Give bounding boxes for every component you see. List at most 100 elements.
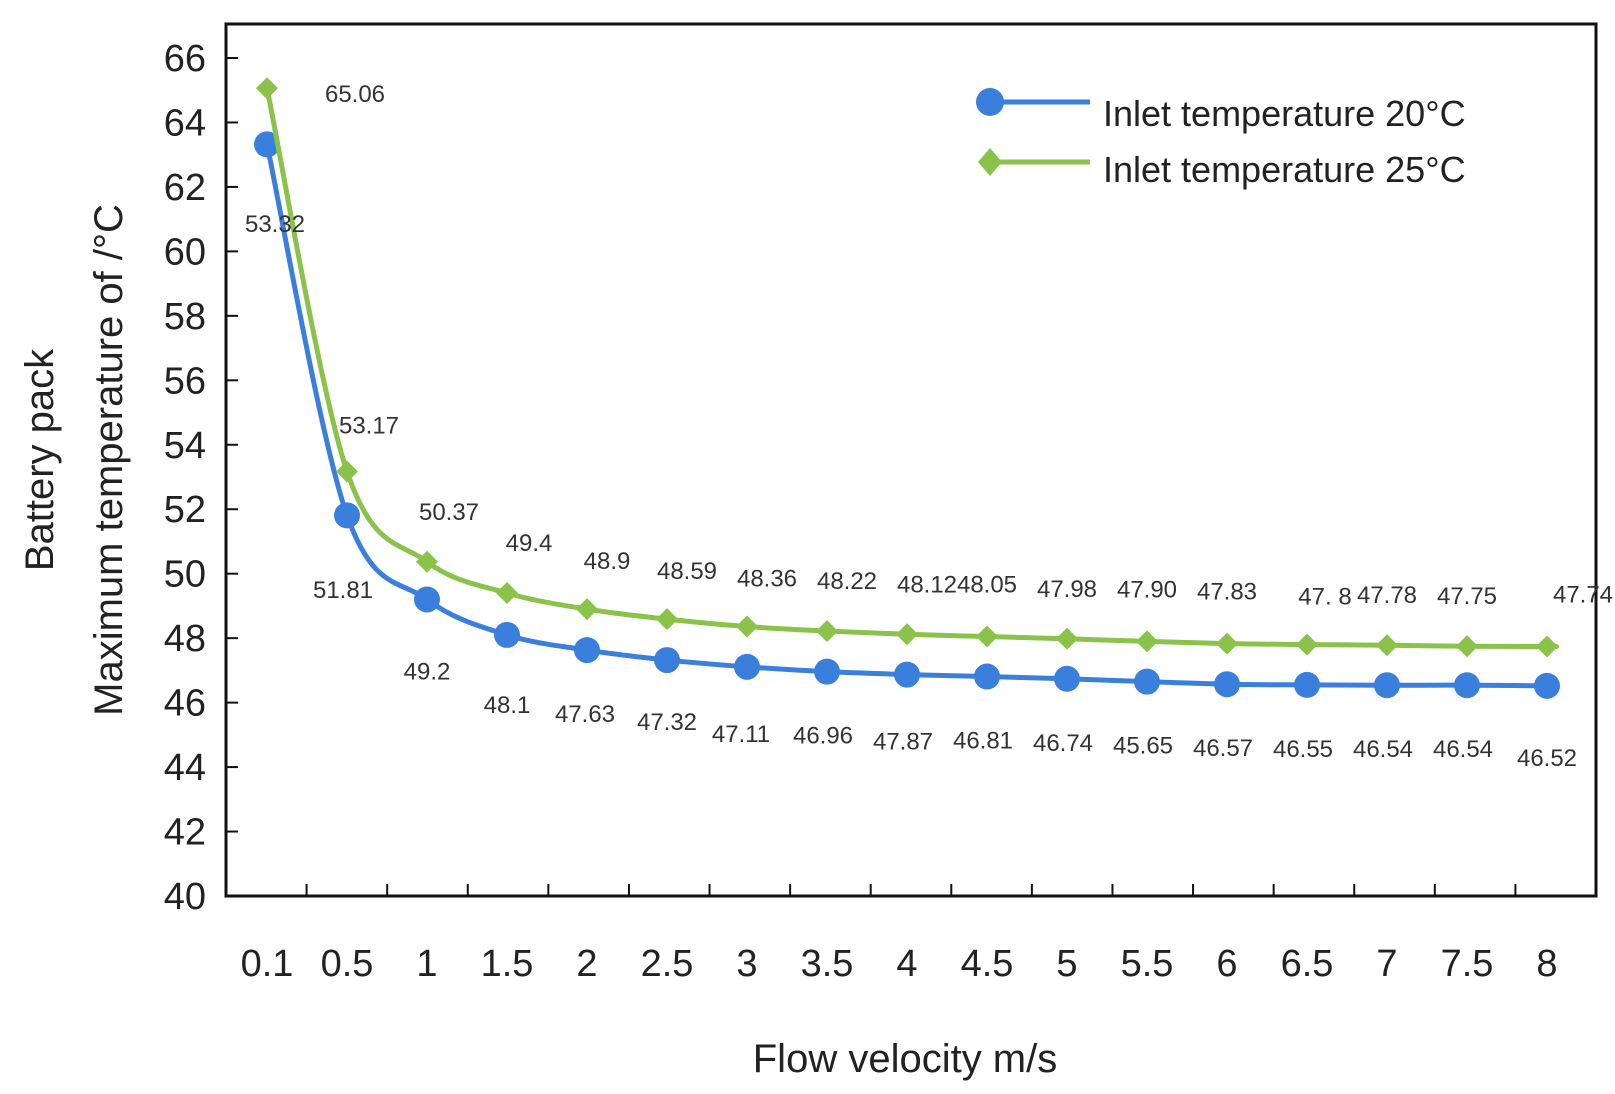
data-point-25c xyxy=(336,460,358,483)
data-point-25c xyxy=(256,77,278,100)
data-label: 46.52 xyxy=(1517,745,1577,772)
data-point-25c xyxy=(1456,635,1478,658)
data-label: 49.4 xyxy=(506,530,553,557)
y-tick-label: 60 xyxy=(164,231,206,273)
data-label: 47.90 xyxy=(1117,576,1177,603)
data-point-25c xyxy=(1296,633,1318,656)
x-tick-label: 2.5 xyxy=(641,943,694,985)
data-label: 45.65 xyxy=(1113,733,1173,760)
y-axis-title-line1: Battery pack xyxy=(18,348,62,571)
data-label: 46.54 xyxy=(1433,736,1493,763)
data-label: 46.55 xyxy=(1273,736,1333,763)
legend-marker-25c xyxy=(978,148,1002,176)
data-point-25c xyxy=(976,625,998,648)
data-label: 47.78 xyxy=(1357,582,1417,609)
data-point-25c xyxy=(1216,632,1238,655)
data-label: 48.12 xyxy=(897,571,957,598)
data-point-20c xyxy=(974,663,1000,690)
x-tick-label: 7.5 xyxy=(1441,943,1494,985)
y-tick-label: 56 xyxy=(164,360,206,402)
legend-marker-20c xyxy=(976,88,1004,116)
data-labels-layer: 53.32 51.81 49.2 48.1 47.63 47.32 47.11 46.96 47… xyxy=(245,81,1613,772)
data-label: 47.75 xyxy=(1437,583,1497,610)
x-axis-title: Flow velocity m/s xyxy=(753,1037,1058,1081)
data-label: 50.37 xyxy=(419,499,479,526)
data-label: 65.06 xyxy=(325,81,385,108)
x-tick-label: 3 xyxy=(736,943,757,985)
data-label: 48.36 xyxy=(737,566,797,593)
y-tick-label: 66 xyxy=(164,38,206,80)
x-tick-label: 5 xyxy=(1056,943,1077,985)
x-tick-label: 0.5 xyxy=(321,943,374,985)
data-point-20c xyxy=(1454,672,1480,699)
data-point-25c xyxy=(656,608,678,631)
y-tick-label: 52 xyxy=(164,489,206,531)
data-point-25c xyxy=(896,623,918,646)
data-point-20c xyxy=(334,502,360,529)
data-point-25c xyxy=(736,615,758,638)
data-point-20c xyxy=(1054,665,1080,692)
data-point-25c xyxy=(576,598,598,621)
data-point-25c xyxy=(816,620,838,643)
data-point-25c xyxy=(496,582,518,605)
data-label: 47.98 xyxy=(1037,576,1097,603)
data-point-20c xyxy=(734,653,760,680)
data-label: 48.22 xyxy=(817,568,877,595)
data-label: 47. 8 xyxy=(1298,584,1351,611)
y-tick-label: 64 xyxy=(164,102,206,144)
data-label: 47.32 xyxy=(637,709,697,736)
x-tick-label: 3.5 xyxy=(801,943,854,985)
data-point-20c xyxy=(414,586,440,613)
data-label: 47.83 xyxy=(1197,579,1257,606)
y-tick-label: 62 xyxy=(164,167,206,209)
x-tick-label: 0.1 xyxy=(241,943,294,985)
data-label: 46.96 xyxy=(793,723,853,750)
data-point-25c xyxy=(1536,635,1558,658)
x-tick-label: 1.5 xyxy=(481,943,534,985)
y-tick-label: 58 xyxy=(164,296,206,338)
data-point-20c xyxy=(574,637,600,664)
legend: Inlet temperature 20°C Inlet temperature… xyxy=(976,88,1466,190)
y-tick-label: 54 xyxy=(164,425,206,467)
data-label: 48.05 xyxy=(957,572,1017,599)
data-label: 49.2 xyxy=(404,658,451,685)
series-layer xyxy=(254,77,1560,699)
data-label: 46.81 xyxy=(953,728,1013,755)
data-label: 46.74 xyxy=(1033,730,1093,757)
data-label: 53.32 xyxy=(245,211,305,238)
data-label: 47.74 xyxy=(1553,582,1613,609)
x-tick-label: 5.5 xyxy=(1121,943,1174,985)
data-point-20c xyxy=(1294,671,1320,698)
y-axis: 40 42 44 46 48 50 52 54 56 58 60 62 64 66 xyxy=(164,38,238,918)
y-tick-label: 50 xyxy=(164,554,206,596)
data-point-20c xyxy=(654,647,680,674)
data-point-25c xyxy=(416,550,438,573)
data-point-20c xyxy=(494,621,520,648)
data-point-20c xyxy=(254,131,280,158)
data-label: 48.1 xyxy=(484,692,531,719)
y-axis-title-line2: Maximum temperature of /°C xyxy=(87,204,131,716)
x-axis: 0.1 0.5 1 1.5 2 2.5 3 3.5 4 4.5 5 5.5 6 6.5 7 7.5 8 xyxy=(225,884,1597,985)
x-tick-label: 6.5 xyxy=(1281,943,1334,985)
y-tick-label: 46 xyxy=(164,683,206,725)
data-label: 47.63 xyxy=(555,701,615,728)
x-tick-label: 8 xyxy=(1536,943,1557,985)
data-point-25c xyxy=(1136,630,1158,653)
x-tick-label: 6 xyxy=(1216,943,1237,985)
data-point-20c xyxy=(894,661,920,688)
y-tick-label: 44 xyxy=(164,747,206,789)
legend-label-25c: Inlet temperature 25°C xyxy=(1103,149,1466,190)
data-point-20c xyxy=(1374,672,1400,699)
x-tick-label: 1 xyxy=(416,943,437,985)
data-label: 46.57 xyxy=(1193,735,1253,762)
x-tick-label: 7 xyxy=(1376,943,1397,985)
x-tick-label: 4.5 xyxy=(961,943,1014,985)
data-point-25c xyxy=(1376,634,1398,657)
data-point-20c xyxy=(1134,668,1160,695)
data-point-20c xyxy=(1214,671,1240,698)
data-point-20c xyxy=(814,658,840,685)
data-label: 47.87 xyxy=(873,729,933,756)
data-label: 47.11 xyxy=(712,721,770,748)
y-tick-label: 42 xyxy=(164,812,206,854)
